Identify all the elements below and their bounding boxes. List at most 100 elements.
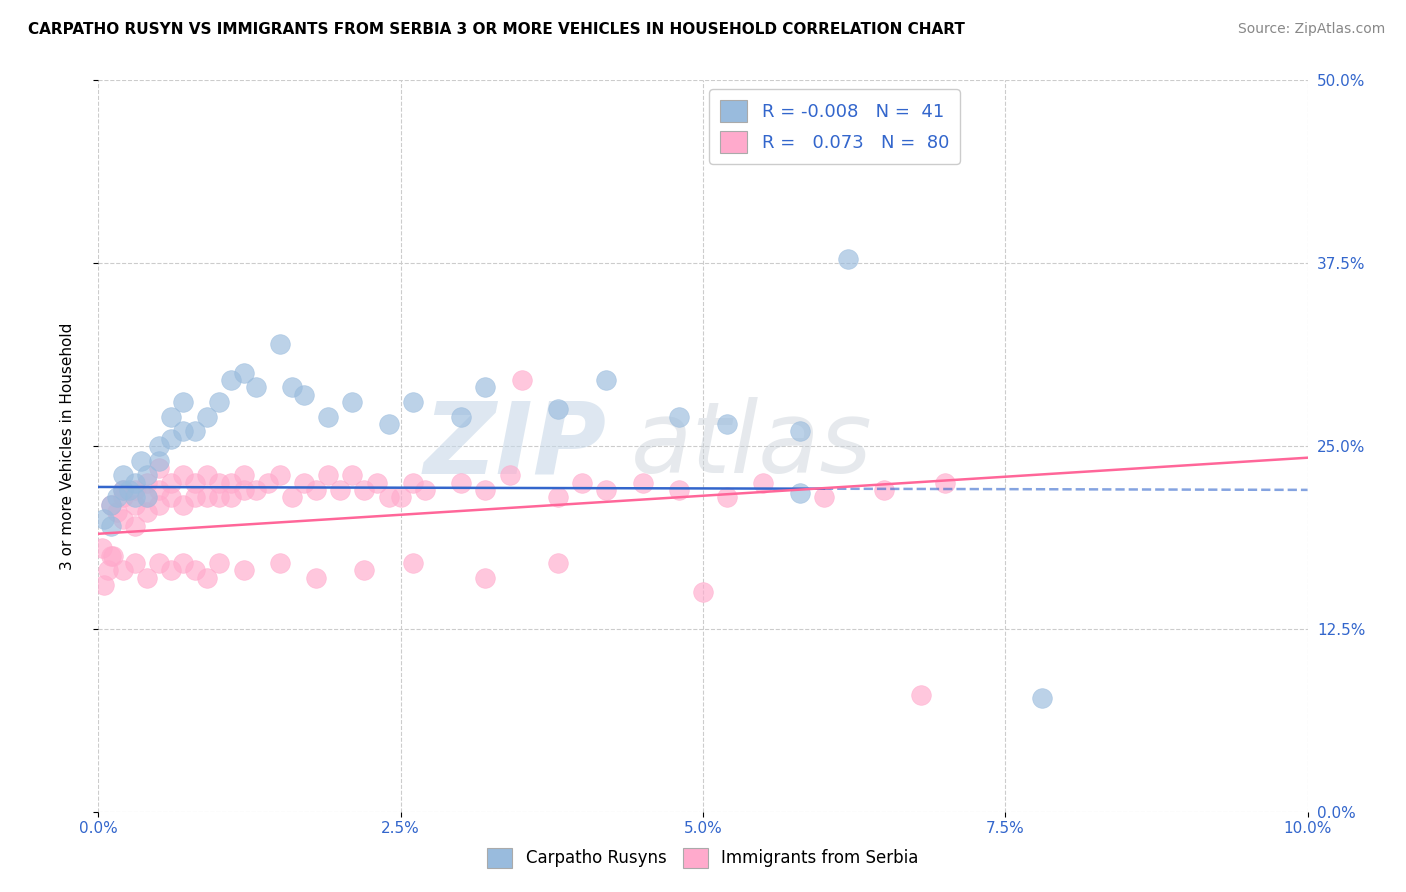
Point: [184, 563, 207, 577]
Point: [111, 563, 134, 577]
Point: [789, 485, 811, 500]
Point: [377, 490, 399, 504]
Point: [124, 490, 146, 504]
Legend: R = -0.008   N =  41, R =   0.073   N =  80: R = -0.008 N = 41, R = 0.073 N = 80: [710, 89, 960, 164]
Point: [547, 402, 569, 417]
Point: [269, 556, 291, 570]
Point: [111, 483, 134, 497]
Point: [450, 409, 472, 424]
Point: [135, 571, 157, 585]
Point: [135, 490, 157, 504]
Point: [934, 475, 956, 490]
Point: [631, 475, 654, 490]
Point: [474, 380, 496, 394]
Text: ZIP: ZIP: [423, 398, 606, 494]
Point: [135, 490, 157, 504]
Point: [353, 483, 375, 497]
Point: [232, 483, 254, 497]
Point: [118, 483, 141, 497]
Point: [100, 498, 122, 512]
Point: [316, 409, 339, 424]
Text: atlas: atlas: [630, 398, 872, 494]
Point: [837, 252, 859, 266]
Point: [571, 475, 593, 490]
Point: [111, 483, 134, 497]
Point: [245, 380, 267, 394]
Point: [111, 490, 134, 504]
Point: [402, 556, 425, 570]
Point: [547, 556, 569, 570]
Point: [208, 475, 231, 490]
Point: [329, 483, 352, 497]
Point: [342, 468, 364, 483]
Point: [93, 512, 115, 526]
Point: [292, 475, 315, 490]
Point: [813, 490, 835, 504]
Point: [148, 498, 170, 512]
Point: [184, 475, 207, 490]
Point: [668, 483, 690, 497]
Point: [172, 468, 194, 483]
Point: [305, 483, 328, 497]
Point: [789, 425, 811, 439]
Point: [93, 578, 115, 592]
Point: [716, 490, 738, 504]
Point: [208, 556, 231, 570]
Point: [232, 468, 254, 483]
Point: [208, 490, 231, 504]
Point: [1031, 690, 1053, 705]
Point: [377, 417, 399, 431]
Point: [195, 490, 218, 504]
Point: [111, 468, 134, 483]
Point: [232, 366, 254, 380]
Point: [124, 475, 146, 490]
Point: [160, 409, 183, 424]
Point: [160, 563, 183, 577]
Point: [269, 336, 291, 351]
Point: [172, 395, 194, 409]
Point: [101, 549, 124, 563]
Point: [100, 549, 122, 563]
Point: [450, 475, 472, 490]
Point: [474, 483, 496, 497]
Point: [256, 475, 278, 490]
Point: [195, 409, 218, 424]
Point: [105, 490, 128, 504]
Point: [97, 563, 120, 577]
Point: [221, 373, 243, 387]
Point: [668, 409, 690, 424]
Point: [269, 468, 291, 483]
Point: [402, 395, 425, 409]
Point: [305, 571, 328, 585]
Text: CARPATHO RUSYN VS IMMIGRANTS FROM SERBIA 3 OR MORE VEHICLES IN HOUSEHOLD CORRELA: CARPATHO RUSYN VS IMMIGRANTS FROM SERBIA…: [28, 22, 965, 37]
Point: [510, 373, 533, 387]
Point: [595, 373, 617, 387]
Point: [221, 490, 243, 504]
Point: [221, 475, 243, 490]
Point: [111, 512, 134, 526]
Point: [172, 498, 194, 512]
Point: [135, 475, 157, 490]
Point: [873, 483, 896, 497]
Point: [474, 571, 496, 585]
Point: [160, 432, 183, 446]
Point: [752, 475, 775, 490]
Point: [135, 505, 157, 519]
Point: [184, 490, 207, 504]
Point: [910, 688, 932, 702]
Point: [498, 468, 520, 483]
Point: [100, 519, 122, 533]
Point: [148, 483, 170, 497]
Y-axis label: 3 or more Vehicles in Household: 3 or more Vehicles in Household: [60, 322, 75, 570]
Point: [172, 425, 194, 439]
Point: [124, 519, 146, 533]
Point: [281, 380, 304, 394]
Point: [160, 490, 183, 504]
Point: [316, 468, 339, 483]
Point: [148, 439, 170, 453]
Point: [195, 571, 218, 585]
Point: [195, 468, 218, 483]
Legend: Carpatho Rusyns, Immigrants from Serbia: Carpatho Rusyns, Immigrants from Serbia: [481, 841, 925, 875]
Point: [148, 453, 170, 467]
Point: [172, 556, 194, 570]
